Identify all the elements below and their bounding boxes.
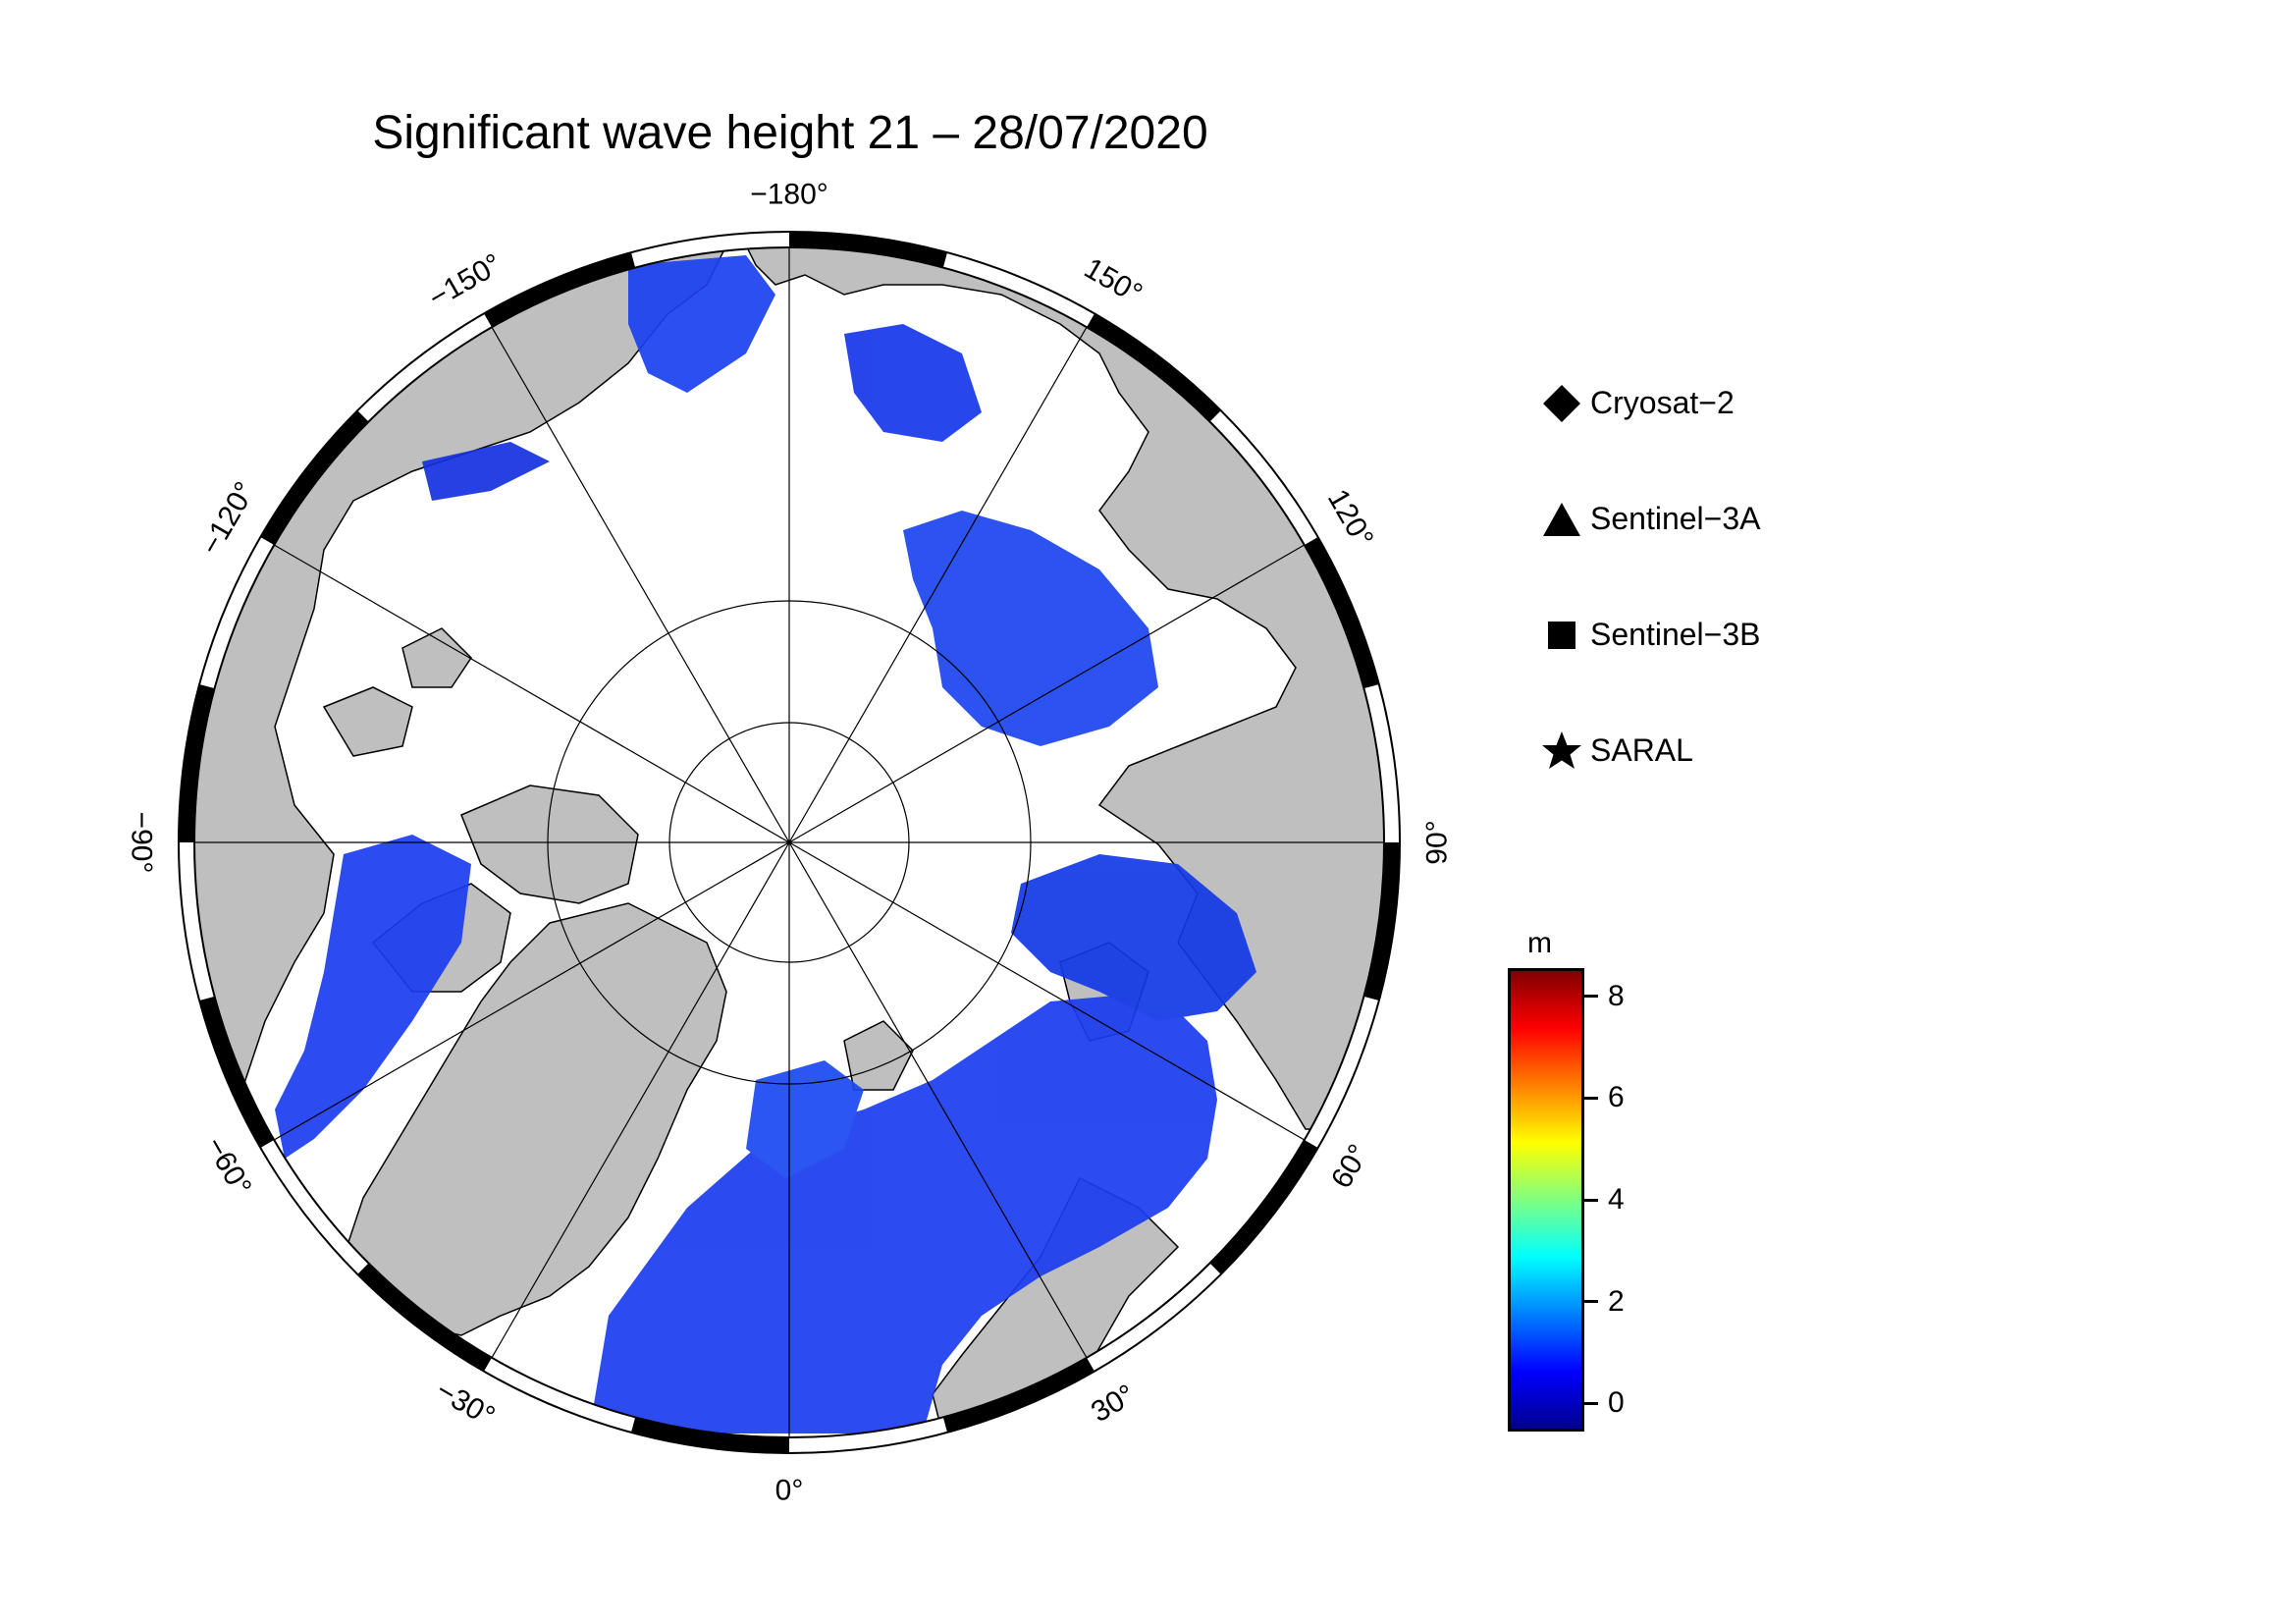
frame-segment <box>789 232 947 268</box>
colorbar-tick-label: 6 <box>1608 1081 1625 1114</box>
coverage-atlantic <box>589 992 1217 1434</box>
colorbar <box>1508 968 1584 1432</box>
colorbar-tick <box>1584 1198 1598 1202</box>
meridian-line <box>788 841 1306 1141</box>
wave-coverage <box>275 255 1256 1434</box>
colorbar-tick-label: 8 <box>1608 979 1625 1012</box>
colorbar-tick <box>1584 995 1598 999</box>
colorbar-tick <box>1584 1096 1598 1100</box>
map-title: Significant wave height 21 – 28/07/2020 <box>372 107 1208 159</box>
satellite-legend: Cryosat−2 Sentinel−3A Sentinel−3B SARAL <box>1527 373 1940 837</box>
frame-segment <box>1363 842 1400 1001</box>
frame-segment <box>1087 313 1221 422</box>
coverage-chukchi <box>628 255 775 393</box>
frame-segment <box>1209 1140 1318 1274</box>
colorbar-tick-label: 4 <box>1608 1183 1625 1216</box>
frame-segment <box>199 996 275 1148</box>
meridian-line <box>491 841 790 1359</box>
colorbar-tick <box>1584 1401 1598 1405</box>
meridian-line <box>788 841 1088 1359</box>
meridian-label: −30° <box>431 1375 501 1434</box>
frame-segment <box>484 252 636 328</box>
legend-label: Sentinel−3A <box>1590 501 1761 536</box>
legend-item-saral: SARAL <box>1527 721 1940 837</box>
meridian-label: 60° <box>1325 1139 1375 1194</box>
meridian-label: −150° <box>423 247 507 314</box>
frame-segment <box>942 1357 1095 1433</box>
meridian-label: 90° <box>1421 820 1454 864</box>
legend-item-cryosat: Cryosat−2 <box>1527 373 1940 489</box>
coverage-baffin-bay <box>275 835 471 1159</box>
frame-segments <box>179 232 1400 1453</box>
meridian-line <box>788 326 1088 843</box>
meridian-label: −120° <box>194 476 261 560</box>
meridian-label: 0° <box>775 1475 804 1507</box>
meridian-lines <box>194 247 1384 1437</box>
diamond-icon <box>1543 385 1580 422</box>
meridian-label: 30° <box>1086 1379 1141 1429</box>
legend-label: SARAL <box>1590 732 1693 768</box>
colorbar-tick-label: 2 <box>1608 1284 1625 1318</box>
frame-segment <box>357 1263 492 1372</box>
meridian-label: −180° <box>750 179 828 211</box>
triangle-icon <box>1543 503 1580 536</box>
star-icon <box>1542 731 1581 769</box>
meridian-label: 150° <box>1079 252 1148 311</box>
colorbar-unit: m <box>1527 927 1552 959</box>
land-banks-island <box>401 627 472 688</box>
legend-item-sentinel-3b: Sentinel−3B <box>1527 605 1940 721</box>
legend-item-sentinel-3a: Sentinel−3A <box>1527 489 1940 605</box>
meridian-label: −90° <box>126 812 158 874</box>
meridian-line <box>788 544 1306 843</box>
frame-segment <box>1304 537 1379 689</box>
meridian-line <box>273 841 790 1141</box>
colorbar-tick <box>1584 1300 1598 1304</box>
frame-segment <box>260 410 369 545</box>
frame-segment <box>179 684 215 842</box>
coverage-barents <box>1011 854 1256 1021</box>
land-victoria-island <box>322 686 413 757</box>
meridian-label: 120° <box>1321 484 1380 553</box>
coverage-kara-laptev <box>903 511 1158 746</box>
coverage-greenland-sea <box>746 1060 864 1178</box>
land-ellesmere-island <box>460 784 639 904</box>
colorbar-tick-label: 0 <box>1608 1386 1625 1420</box>
coverage-east-siberian <box>844 324 982 442</box>
graticule <box>194 247 1384 1437</box>
meridian-line <box>491 326 790 843</box>
square-icon <box>1548 622 1575 649</box>
meridian-label: −60° <box>198 1132 257 1202</box>
legend-label: Sentinel−3B <box>1590 617 1761 652</box>
coverage-beaufort <box>422 442 550 501</box>
map-disc <box>194 247 1384 1437</box>
land-greenland <box>343 902 727 1336</box>
frame-segment <box>631 1417 789 1453</box>
legend-label: Cryosat−2 <box>1590 385 1735 420</box>
meridian-line <box>273 544 790 843</box>
